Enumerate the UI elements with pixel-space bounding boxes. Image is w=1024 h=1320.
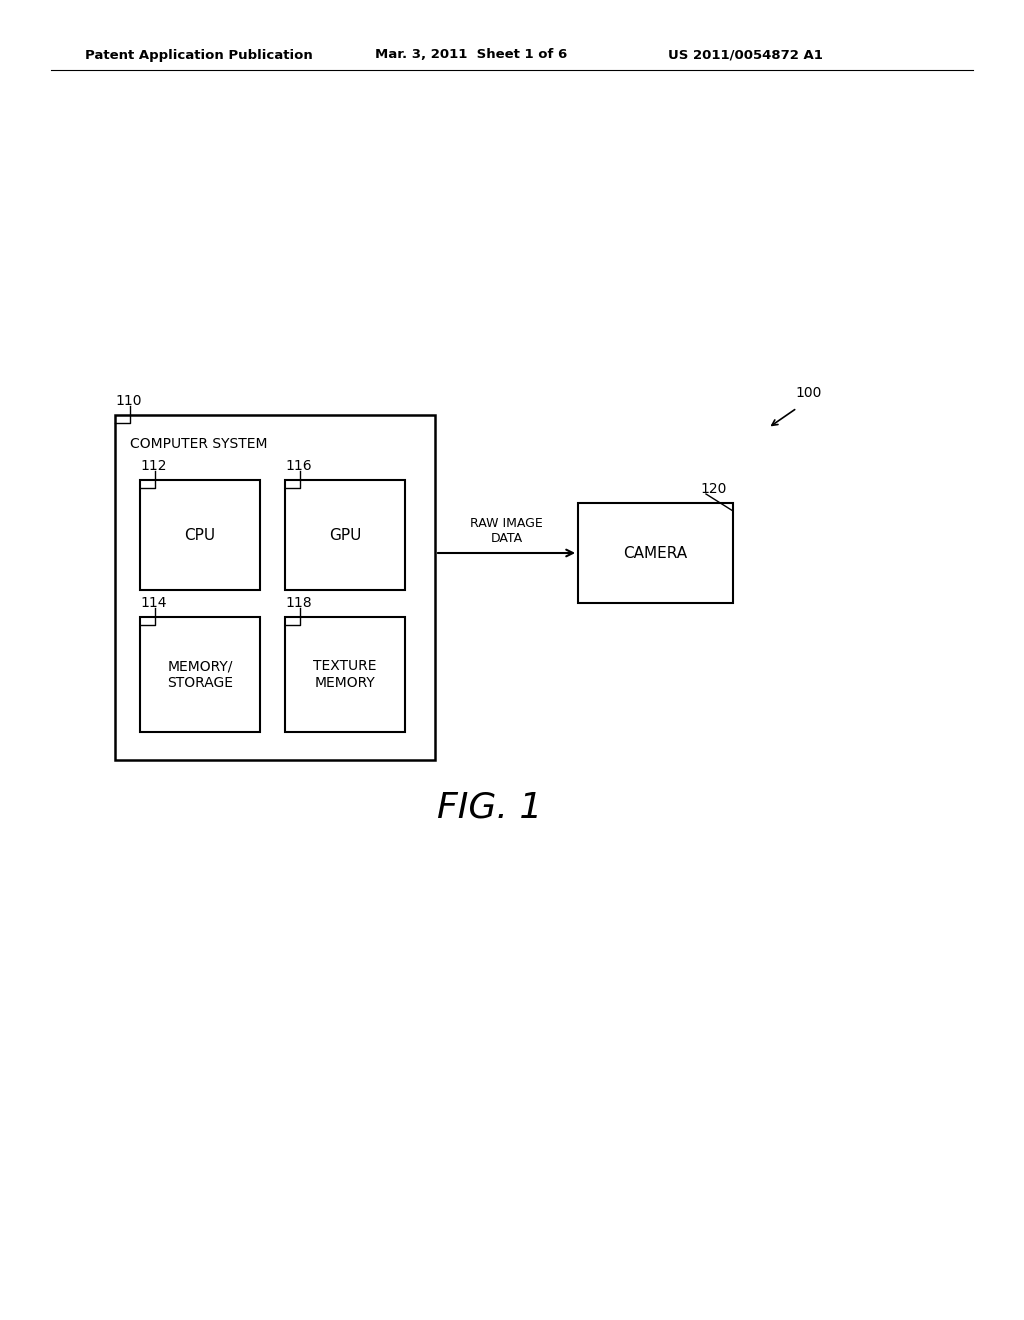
Bar bbox=[140, 480, 260, 590]
Text: MEMORY/
STORAGE: MEMORY/ STORAGE bbox=[167, 660, 233, 689]
Text: 120: 120 bbox=[700, 482, 726, 496]
Bar bbox=[115, 414, 435, 760]
Text: US 2011/0054872 A1: US 2011/0054872 A1 bbox=[668, 49, 823, 62]
Text: Patent Application Publication: Patent Application Publication bbox=[85, 49, 312, 62]
Bar bbox=[578, 503, 733, 603]
Text: 112: 112 bbox=[140, 459, 167, 473]
Text: CPU: CPU bbox=[184, 528, 216, 543]
Text: Mar. 3, 2011  Sheet 1 of 6: Mar. 3, 2011 Sheet 1 of 6 bbox=[375, 49, 567, 62]
Text: GPU: GPU bbox=[329, 528, 361, 543]
Text: 118: 118 bbox=[285, 597, 311, 610]
Text: RAW IMAGE
DATA: RAW IMAGE DATA bbox=[470, 517, 543, 545]
Text: 114: 114 bbox=[140, 597, 167, 610]
Text: 100: 100 bbox=[795, 385, 821, 400]
Bar bbox=[285, 616, 406, 733]
Text: 116: 116 bbox=[285, 459, 311, 473]
Text: CAMERA: CAMERA bbox=[624, 545, 687, 561]
Text: FIG. 1: FIG. 1 bbox=[437, 789, 543, 824]
Text: 110: 110 bbox=[115, 393, 141, 408]
Text: TEXTURE
MEMORY: TEXTURE MEMORY bbox=[313, 660, 377, 689]
Bar bbox=[285, 480, 406, 590]
Text: COMPUTER SYSTEM: COMPUTER SYSTEM bbox=[130, 437, 267, 451]
Bar bbox=[140, 616, 260, 733]
